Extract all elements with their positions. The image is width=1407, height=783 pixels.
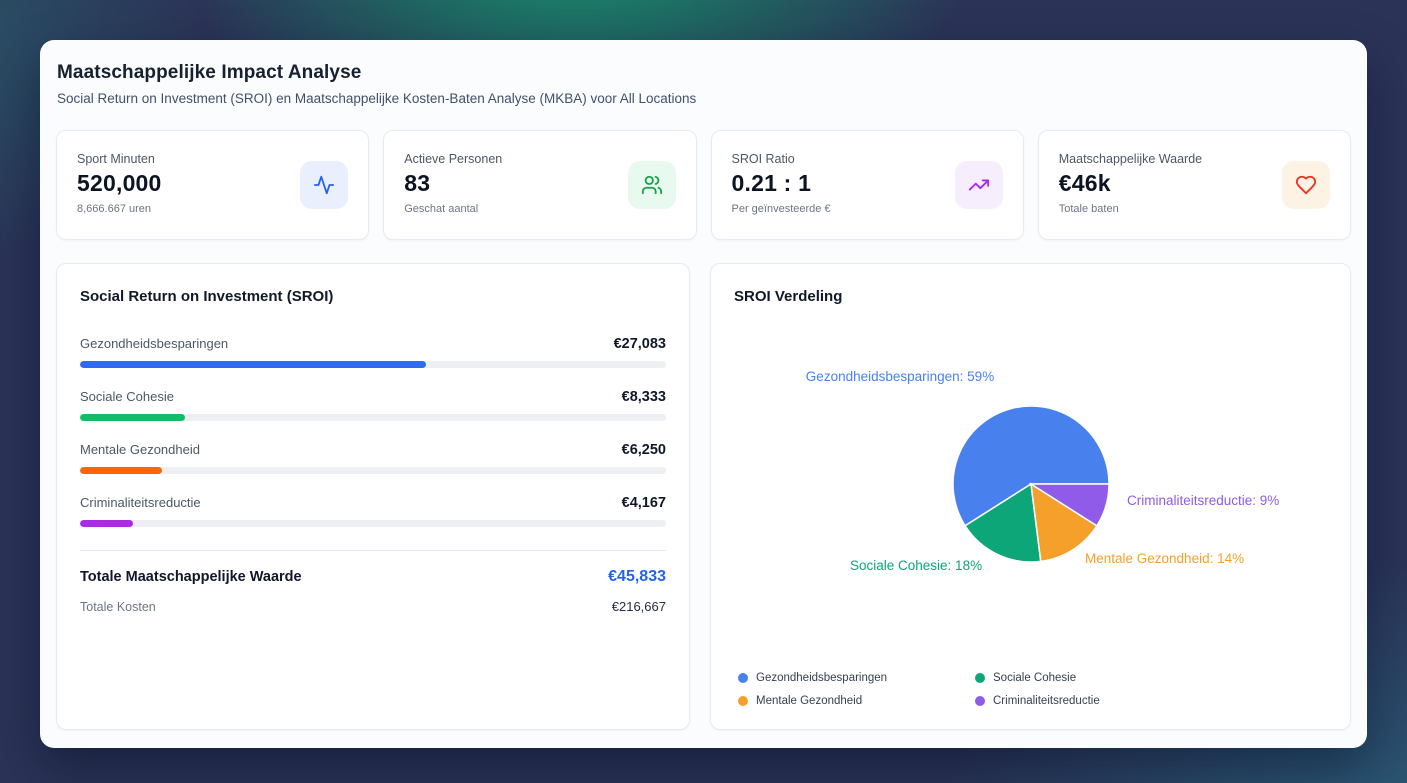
sroi-item-label: Mentale Gezondheid [80, 442, 200, 457]
progress-fill [80, 361, 426, 368]
stat-info: Sport Minuten 520,000 8,666.667 uren [77, 152, 162, 218]
legend-item-criminaliteitsreductie[interactable]: Criminaliteitsreductie [975, 695, 1326, 707]
heart-icon [1282, 161, 1330, 209]
legend-item-mentale-gezondheid[interactable]: Mentale Gezondheid [738, 695, 975, 707]
page-subtitle: Social Return on Investment (SROI) en Ma… [57, 91, 697, 106]
stat-label: Sport Minuten [77, 152, 155, 166]
pie-slice-1[interactable] [963, 482, 1042, 563]
stat-card-maatschappelijke-waarde: Maatschappelijke Waarde €46k Totale bate… [1037, 130, 1351, 240]
sroi-item-label: Sociale Cohesie [80, 389, 174, 404]
sroi-list: Gezondheidsbesparingen €27,083 Sociale C… [80, 336, 666, 527]
sroi-item-sociale-cohesie: Sociale Cohesie €8,333 [80, 389, 666, 421]
pie-label-criminaliteitsreductie: Criminaliteitsreductie: 9% [1127, 493, 1280, 508]
sroi-item-label: Criminaliteitsreductie [80, 495, 201, 510]
pie-label-gezondheidsbesparingen: Gezondheidsbesparingen: 59% [805, 369, 995, 384]
legend-dot [975, 696, 985, 706]
progress-fill [80, 467, 163, 474]
pie-panel-title: SROI Verdeling [734, 288, 843, 305]
pie-slice-3[interactable] [1027, 483, 1110, 527]
progress-track [80, 414, 666, 421]
sroi-item-gezondheidsbesparingen: Gezondheidsbesparingen €27,083 [80, 336, 666, 368]
trending-up-icon [954, 161, 1003, 209]
sroi-item-value: €8,333 [621, 389, 666, 405]
stat-subtext: Totale baten [1058, 203, 1119, 215]
panels-row: Social Return on Investment (SROI) Gezon… [56, 263, 1351, 730]
sroi-item-mentale-gezondheid: Mentale Gezondheid €6,250 [80, 442, 666, 474]
sroi-panel-title: Social Return on Investment (SROI) [80, 288, 334, 305]
legend-item-gezondheidsbesparingen[interactable]: Gezondheidsbesparingen [738, 672, 975, 684]
legend-item-sociale-cohesie[interactable]: Sociale Cohesie [975, 672, 1326, 684]
stat-subtext: 8,666.667 uren [77, 203, 152, 215]
activity-icon [300, 161, 349, 209]
stats-row: Sport Minuten 520,000 8,666.667 uren Act… [56, 130, 1351, 240]
stat-subtext: Per geïnvesteerde € [731, 203, 831, 215]
sroi-item-label: Gezondheidsbesparingen [80, 336, 229, 351]
progress-track [80, 361, 666, 368]
users-icon [627, 161, 676, 209]
sroi-breakdown-panel: Social Return on Investment (SROI) Gezon… [56, 263, 690, 730]
progress-track [80, 467, 666, 474]
stat-subtext: Geschat aantal [404, 203, 479, 215]
legend-dot [975, 673, 985, 683]
legend-label: Criminaliteitsreductie [993, 695, 1100, 707]
stat-value: 520,000 [77, 170, 162, 196]
sroi-item-value: €4,167 [621, 495, 666, 511]
legend-dot [738, 696, 748, 706]
progress-track [80, 520, 666, 527]
legend-dot [738, 673, 748, 683]
sroi-item-value: €6,250 [621, 442, 666, 458]
dashboard-card: Maatschappelijke Impact Analyse Social R… [40, 40, 1367, 748]
sroi-distribution-panel: SROI Verdeling Gezondheidsbesparingen: 5… [710, 263, 1351, 730]
stat-label: Maatschappelijke Waarde [1058, 152, 1203, 166]
sroi-pie-chart[interactable] [950, 403, 1112, 565]
pie-slice-0[interactable] [951, 405, 1110, 527]
stat-label: SROI Ratio [731, 152, 795, 166]
stat-card-sroi-ratio: SROI Ratio 0.21 : 1 Per geïnvesteerde € [710, 130, 1024, 240]
pie-label-sociale-cohesie: Sociale Cohesie: 18% [850, 558, 983, 573]
pie-slice-2[interactable] [1029, 482, 1098, 563]
sroi-totals: Totale Maatschappelijke Waarde €45,833 T… [80, 550, 666, 614]
total-costs-amount: €216,667 [611, 599, 666, 614]
stat-value: 0.21 : 1 [731, 170, 812, 196]
legend-label: Gezondheidsbesparingen [756, 672, 888, 684]
stat-value: 83 [404, 170, 431, 196]
pie-legend: Gezondheidsbesparingen Sociale Cohesie M… [738, 672, 1326, 707]
stat-value: €46k [1058, 170, 1111, 196]
page-title: Maatschappelijke Impact Analyse [57, 62, 362, 83]
stat-info: Actieve Personen 83 Geschat aantal [404, 152, 502, 218]
legend-label: Mentale Gezondheid [756, 695, 863, 707]
total-value-label: Totale Maatschappelijke Waarde [80, 569, 302, 585]
stat-card-actieve-personen: Actieve Personen 83 Geschat aantal [383, 130, 697, 240]
stat-info: SROI Ratio 0.21 : 1 Per geïnvesteerde € [732, 152, 831, 218]
progress-fill [80, 414, 186, 421]
progress-fill [80, 520, 133, 527]
total-value-amount: €45,833 [608, 568, 666, 585]
sroi-item-criminaliteitsreductie: Criminaliteitsreductie €4,167 [80, 495, 666, 527]
pie-chart-area: Gezondheidsbesparingen: 59% Sociale Cohe… [734, 305, 1327, 657]
legend-label: Sociale Cohesie [993, 672, 1077, 684]
total-costs-label: Totale Kosten [80, 600, 156, 614]
stat-info: Maatschappelijke Waarde €46k Totale bate… [1059, 152, 1202, 218]
sroi-item-value: €27,083 [613, 336, 666, 352]
stat-label: Actieve Personen [404, 152, 503, 166]
stat-card-sport-minuten: Sport Minuten 520,000 8,666.667 uren [56, 130, 370, 240]
pie-label-mentale-gezondheid: Mentale Gezondheid: 14% [1085, 551, 1245, 566]
